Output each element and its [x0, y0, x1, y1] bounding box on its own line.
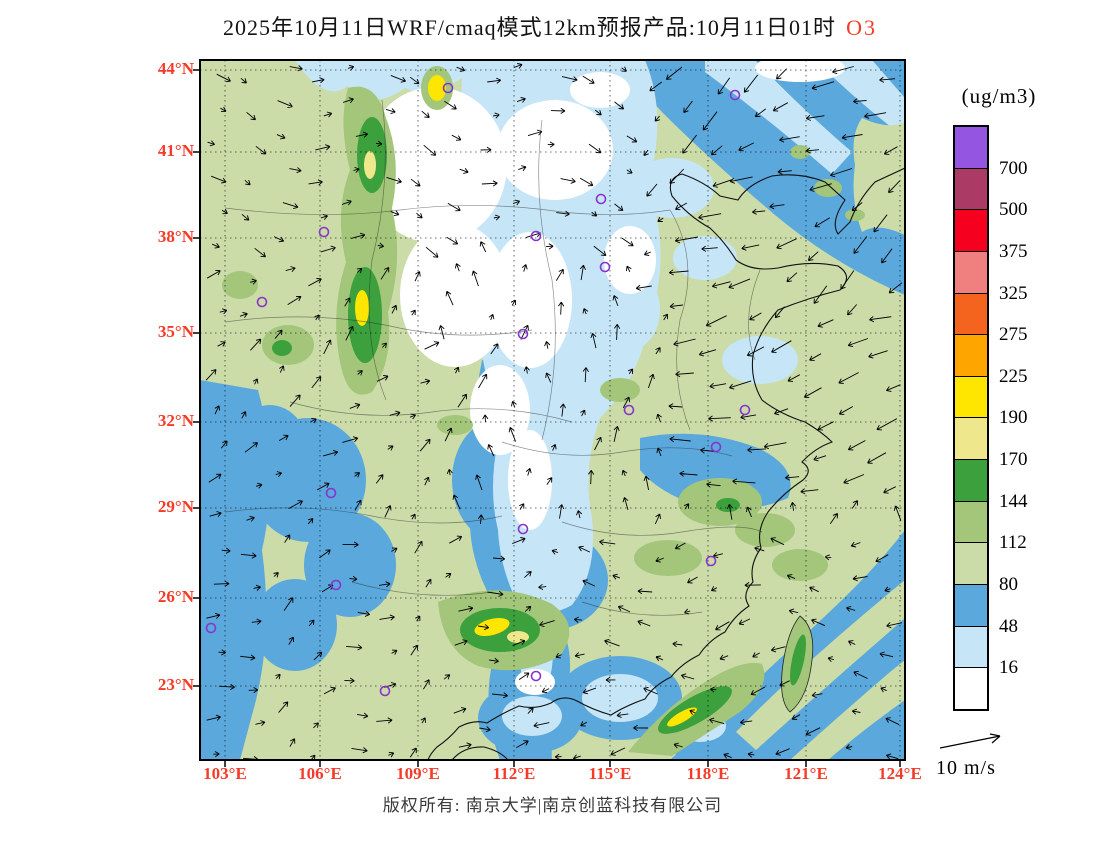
station-marker [530, 670, 542, 682]
lat-label: 26°N [157, 587, 194, 606]
colorbar-tick-label: 275 [999, 324, 1028, 346]
station-marker [517, 328, 529, 340]
colorbar-segment: 170 [955, 418, 1028, 470]
colorbar-tick-label: 112 [999, 532, 1027, 554]
coastlines [427, 167, 905, 760]
map-canvas [193, 59, 906, 767]
colorbar-segment: 500 [955, 168, 1028, 220]
station-marker [623, 404, 635, 416]
colorbar-segment: 275 [955, 293, 1028, 345]
lat-label: 38°N [157, 227, 194, 246]
station-marker [256, 296, 268, 308]
lat-label: 29°N [157, 497, 194, 516]
colorbar-tick-label: 325 [999, 282, 1028, 304]
station-marker [379, 685, 391, 697]
colorbar-segment: 700 [955, 127, 1028, 178]
colorbar-tick-label: 144 [999, 490, 1028, 512]
title-pollutant: O3 [846, 15, 877, 40]
wind-arrow-field [205, 63, 903, 760]
station-marker [729, 89, 741, 101]
colorbar-unit: (ug/m3) [961, 84, 1037, 108]
colorbar-tick-label: 700 [999, 157, 1028, 179]
colorbar-segment: 144 [955, 460, 1028, 511]
colorbar-segment: 325 [955, 251, 1028, 303]
lon-label: 109°E [396, 764, 440, 783]
lat-label: 32°N [157, 411, 194, 430]
lat-label: 35°N [157, 322, 194, 341]
colorbar-segment: 48 [955, 585, 1018, 636]
forecast-map [193, 59, 906, 767]
station-marker [517, 523, 529, 535]
o3-field-white [363, 60, 845, 711]
station-markers-layer [205, 82, 751, 697]
province-borders [224, 99, 763, 616]
station-marker [530, 230, 542, 242]
colorbar: 700 500 375 325 275 225 190 170 144 112 80 48 16 [953, 125, 1028, 711]
colorbar-segment: 80 [955, 543, 1018, 595]
station-marker [705, 555, 717, 567]
station-marker [205, 622, 217, 634]
colorbar-segment: 225 [955, 335, 1028, 386]
map-frame-border [199, 59, 906, 761]
station-marker [739, 404, 751, 416]
colorbar-tick-label: 190 [999, 407, 1028, 429]
wind-vectors [205, 63, 903, 760]
colorbar-segment: 112 [955, 501, 1027, 553]
station-marker [318, 226, 330, 238]
lat-label: 23°N [157, 675, 194, 694]
colorbar-tick-label: 80 [999, 574, 1018, 596]
colorbar-segment: 375 [955, 210, 1028, 261]
copyright-text: 版权所有: 南京大学|南京创蓝科技有限公司 [382, 796, 723, 815]
station-marker [442, 82, 454, 94]
wind-scale-label: 10 m/s [936, 757, 996, 779]
lon-label: 103°E [203, 764, 247, 783]
o3-field-khaki-overlays [736, 118, 905, 760]
lon-label: 124°E [878, 764, 922, 783]
lat-label: 44°N [157, 59, 194, 78]
colorbar-tick-label: 225 [999, 365, 1028, 387]
colorbar-tick-label: 500 [999, 199, 1028, 221]
colorbar-tick-label: 170 [999, 449, 1028, 471]
station-marker [330, 579, 342, 591]
title-text: 2025年10月11日WRF/cmaq模式12km预报产品:10月11日01时 [223, 15, 837, 40]
lon-label: 106°E [298, 764, 342, 783]
lat-label: 41°N [157, 141, 194, 160]
lon-label: 112°E [492, 764, 536, 783]
colorbar-segment: 16 [955, 626, 1018, 678]
colorbar-segment [955, 668, 987, 709]
station-marker [325, 487, 337, 499]
station-marker [710, 441, 722, 453]
lon-label: 121°E [784, 764, 828, 783]
colorbar-segment: 190 [955, 376, 1028, 428]
lon-label: 118°E [686, 764, 730, 783]
lon-label: 115°E [588, 764, 632, 783]
colorbar-tick-label: 48 [999, 615, 1018, 637]
wind-scale-legend: 10 m/s [936, 730, 1046, 780]
page-title: 2025年10月11日WRF/cmaq模式12km预报产品:10月11日01时 O… [0, 10, 1100, 42]
colorbar-tick-label: 375 [999, 240, 1028, 262]
axis-ticks [193, 69, 901, 767]
wind-scale-arrow [939, 733, 1001, 749]
gridlines [200, 60, 905, 760]
station-marker [599, 261, 611, 273]
station-marker [595, 193, 607, 205]
colorbar-tick-label: 16 [999, 657, 1018, 679]
